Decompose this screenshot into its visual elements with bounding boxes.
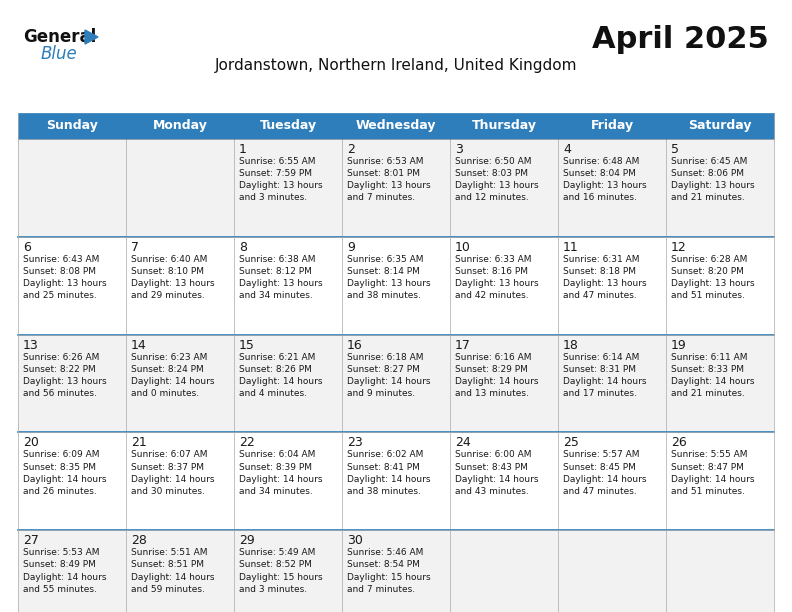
Polygon shape	[85, 30, 98, 44]
Bar	[18, 237, 774, 335]
Text: Sunrise: 5:49 AM
Sunset: 8:52 PM
Daylight: 15 hours
and 3 minutes.: Sunrise: 5:49 AM Sunset: 8:52 PM Dayligh…	[239, 548, 322, 594]
Text: Sunrise: 6:16 AM
Sunset: 8:29 PM
Daylight: 14 hours
and 13 minutes.: Sunrise: 6:16 AM Sunset: 8:29 PM Dayligh…	[455, 353, 539, 398]
Text: Sunday: Sunday	[46, 119, 98, 133]
Text: Saturday: Saturday	[688, 119, 752, 133]
Bar	[18, 335, 774, 433]
Text: Sunrise: 6:55 AM
Sunset: 7:59 PM
Daylight: 13 hours
and 3 minutes.: Sunrise: 6:55 AM Sunset: 7:59 PM Dayligh…	[239, 157, 322, 203]
Text: 11: 11	[563, 241, 579, 254]
Text: General: General	[23, 28, 97, 46]
Text: 4: 4	[563, 143, 571, 156]
Text: Sunrise: 5:57 AM
Sunset: 8:45 PM
Daylight: 14 hours
and 47 minutes.: Sunrise: 5:57 AM Sunset: 8:45 PM Dayligh…	[563, 450, 646, 496]
Text: Sunrise: 6:38 AM
Sunset: 8:12 PM
Daylight: 13 hours
and 34 minutes.: Sunrise: 6:38 AM Sunset: 8:12 PM Dayligh…	[239, 255, 322, 300]
Text: Tuesday: Tuesday	[260, 119, 317, 133]
Text: Wednesday: Wednesday	[356, 119, 436, 133]
Text: Sunrise: 6:53 AM
Sunset: 8:01 PM
Daylight: 13 hours
and 7 minutes.: Sunrise: 6:53 AM Sunset: 8:01 PM Dayligh…	[347, 157, 431, 203]
Text: 10: 10	[455, 241, 471, 254]
Text: 24: 24	[455, 436, 470, 449]
Text: Sunrise: 6:50 AM
Sunset: 8:03 PM
Daylight: 13 hours
and 12 minutes.: Sunrise: 6:50 AM Sunset: 8:03 PM Dayligh…	[455, 157, 539, 203]
Text: Sunrise: 5:51 AM
Sunset: 8:51 PM
Daylight: 14 hours
and 59 minutes.: Sunrise: 5:51 AM Sunset: 8:51 PM Dayligh…	[131, 548, 215, 594]
Text: 13: 13	[23, 338, 39, 352]
Text: Sunrise: 6:26 AM
Sunset: 8:22 PM
Daylight: 13 hours
and 56 minutes.: Sunrise: 6:26 AM Sunset: 8:22 PM Dayligh…	[23, 353, 107, 398]
Text: 22: 22	[239, 436, 255, 449]
Text: Sunrise: 6:14 AM
Sunset: 8:31 PM
Daylight: 14 hours
and 17 minutes.: Sunrise: 6:14 AM Sunset: 8:31 PM Dayligh…	[563, 353, 646, 398]
Text: Sunrise: 6:45 AM
Sunset: 8:06 PM
Daylight: 13 hours
and 21 minutes.: Sunrise: 6:45 AM Sunset: 8:06 PM Dayligh…	[671, 157, 755, 203]
Bar	[18, 139, 774, 237]
Text: Sunrise: 6:35 AM
Sunset: 8:14 PM
Daylight: 13 hours
and 38 minutes.: Sunrise: 6:35 AM Sunset: 8:14 PM Dayligh…	[347, 255, 431, 300]
Text: April 2025: April 2025	[592, 25, 769, 54]
Text: Friday: Friday	[591, 119, 634, 133]
Text: 12: 12	[671, 241, 687, 254]
Text: Monday: Monday	[153, 119, 208, 133]
Text: Sunrise: 5:55 AM
Sunset: 8:47 PM
Daylight: 14 hours
and 51 minutes.: Sunrise: 5:55 AM Sunset: 8:47 PM Dayligh…	[671, 450, 755, 496]
Text: 16: 16	[347, 338, 363, 352]
Text: 8: 8	[239, 241, 247, 254]
Text: Sunrise: 6:43 AM
Sunset: 8:08 PM
Daylight: 13 hours
and 25 minutes.: Sunrise: 6:43 AM Sunset: 8:08 PM Dayligh…	[23, 255, 107, 300]
Text: 30: 30	[347, 534, 363, 547]
Text: Sunrise: 6:09 AM
Sunset: 8:35 PM
Daylight: 14 hours
and 26 minutes.: Sunrise: 6:09 AM Sunset: 8:35 PM Dayligh…	[23, 450, 106, 496]
Text: 5: 5	[671, 143, 679, 156]
Text: Blue: Blue	[41, 45, 78, 63]
Text: 9: 9	[347, 241, 355, 254]
Text: Sunrise: 6:40 AM
Sunset: 8:10 PM
Daylight: 13 hours
and 29 minutes.: Sunrise: 6:40 AM Sunset: 8:10 PM Dayligh…	[131, 255, 215, 300]
Text: 3: 3	[455, 143, 463, 156]
Text: 14: 14	[131, 338, 147, 352]
Text: 2: 2	[347, 143, 355, 156]
Bar	[18, 530, 774, 612]
Text: Sunrise: 6:28 AM
Sunset: 8:20 PM
Daylight: 13 hours
and 51 minutes.: Sunrise: 6:28 AM Sunset: 8:20 PM Dayligh…	[671, 255, 755, 300]
Text: Sunrise: 6:02 AM
Sunset: 8:41 PM
Daylight: 14 hours
and 38 minutes.: Sunrise: 6:02 AM Sunset: 8:41 PM Dayligh…	[347, 450, 431, 496]
Bar	[18, 113, 774, 139]
Text: 1: 1	[239, 143, 247, 156]
Text: 17: 17	[455, 338, 471, 352]
Text: Thursday: Thursday	[471, 119, 536, 133]
Text: 27: 27	[23, 534, 39, 547]
Text: Sunrise: 6:31 AM
Sunset: 8:18 PM
Daylight: 13 hours
and 47 minutes.: Sunrise: 6:31 AM Sunset: 8:18 PM Dayligh…	[563, 255, 646, 300]
Text: 20: 20	[23, 436, 39, 449]
Text: 15: 15	[239, 338, 255, 352]
Text: 6: 6	[23, 241, 31, 254]
Text: Sunrise: 5:46 AM
Sunset: 8:54 PM
Daylight: 15 hours
and 7 minutes.: Sunrise: 5:46 AM Sunset: 8:54 PM Dayligh…	[347, 548, 431, 594]
Text: Jordanstown, Northern Ireland, United Kingdom: Jordanstown, Northern Ireland, United Ki…	[215, 58, 577, 73]
Text: 28: 28	[131, 534, 147, 547]
Text: Sunrise: 6:23 AM
Sunset: 8:24 PM
Daylight: 14 hours
and 0 minutes.: Sunrise: 6:23 AM Sunset: 8:24 PM Dayligh…	[131, 353, 215, 398]
Text: Sunrise: 6:07 AM
Sunset: 8:37 PM
Daylight: 14 hours
and 30 minutes.: Sunrise: 6:07 AM Sunset: 8:37 PM Dayligh…	[131, 450, 215, 496]
Text: Sunrise: 6:00 AM
Sunset: 8:43 PM
Daylight: 14 hours
and 43 minutes.: Sunrise: 6:00 AM Sunset: 8:43 PM Dayligh…	[455, 450, 539, 496]
Text: Sunrise: 6:48 AM
Sunset: 8:04 PM
Daylight: 13 hours
and 16 minutes.: Sunrise: 6:48 AM Sunset: 8:04 PM Dayligh…	[563, 157, 646, 203]
Text: 18: 18	[563, 338, 579, 352]
Text: 26: 26	[671, 436, 687, 449]
Text: Sunrise: 6:11 AM
Sunset: 8:33 PM
Daylight: 14 hours
and 21 minutes.: Sunrise: 6:11 AM Sunset: 8:33 PM Dayligh…	[671, 353, 755, 398]
Text: 21: 21	[131, 436, 147, 449]
Text: 25: 25	[563, 436, 579, 449]
Text: Sunrise: 6:04 AM
Sunset: 8:39 PM
Daylight: 14 hours
and 34 minutes.: Sunrise: 6:04 AM Sunset: 8:39 PM Dayligh…	[239, 450, 322, 496]
Text: 29: 29	[239, 534, 255, 547]
Text: Sunrise: 6:21 AM
Sunset: 8:26 PM
Daylight: 14 hours
and 4 minutes.: Sunrise: 6:21 AM Sunset: 8:26 PM Dayligh…	[239, 353, 322, 398]
Text: 19: 19	[671, 338, 687, 352]
Text: Sunrise: 6:33 AM
Sunset: 8:16 PM
Daylight: 13 hours
and 42 minutes.: Sunrise: 6:33 AM Sunset: 8:16 PM Dayligh…	[455, 255, 539, 300]
Bar	[18, 433, 774, 530]
Text: Sunrise: 5:53 AM
Sunset: 8:49 PM
Daylight: 14 hours
and 55 minutes.: Sunrise: 5:53 AM Sunset: 8:49 PM Dayligh…	[23, 548, 106, 594]
Text: Sunrise: 6:18 AM
Sunset: 8:27 PM
Daylight: 14 hours
and 9 minutes.: Sunrise: 6:18 AM Sunset: 8:27 PM Dayligh…	[347, 353, 431, 398]
Text: 23: 23	[347, 436, 363, 449]
Text: 7: 7	[131, 241, 139, 254]
